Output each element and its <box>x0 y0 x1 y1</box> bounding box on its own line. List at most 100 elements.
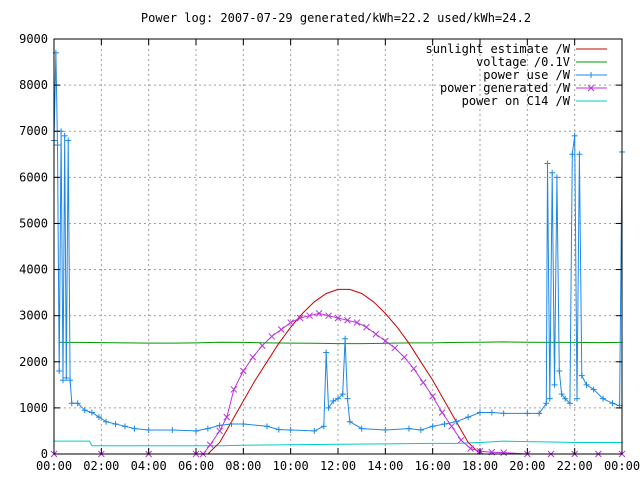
x-tick-label: 20:00 <box>509 459 545 473</box>
series-line <box>207 288 481 455</box>
data-point <box>325 312 332 320</box>
x-tick-label: 18:00 <box>462 459 498 473</box>
data-point <box>346 418 353 425</box>
y-tick-label: 9000 <box>19 32 48 46</box>
data-point <box>576 151 583 158</box>
legend-label: sunlight estimate /W <box>426 42 571 56</box>
data-point <box>556 368 563 374</box>
data-point <box>477 409 483 416</box>
data-point <box>372 330 380 338</box>
data-point <box>590 386 597 393</box>
data-point <box>566 400 573 407</box>
data-point <box>553 174 560 181</box>
data-point <box>56 368 63 374</box>
data-point <box>264 423 270 430</box>
legend-label: power use /W <box>483 68 570 82</box>
data-point <box>448 422 455 430</box>
data-point <box>63 374 70 381</box>
data-point <box>546 395 553 402</box>
y-tick-label: 2000 <box>19 355 48 369</box>
data-point <box>88 409 95 416</box>
data-point <box>228 421 235 428</box>
data-point <box>500 410 507 417</box>
data-point <box>441 421 448 428</box>
data-point <box>287 427 294 434</box>
data-point <box>169 427 176 434</box>
data-point <box>193 427 199 434</box>
data-point <box>382 427 389 434</box>
data-point <box>306 312 313 320</box>
data-point <box>400 353 408 361</box>
data-point <box>578 372 585 379</box>
x-tick-label: 10:00 <box>273 459 309 473</box>
data-point <box>549 169 556 176</box>
series-power-generated-w <box>50 310 626 458</box>
legend-label: power on C14 /W <box>462 94 571 108</box>
y-tick-label: 5000 <box>19 216 48 230</box>
data-point <box>417 427 424 434</box>
data-point <box>240 421 247 428</box>
data-point <box>358 425 365 432</box>
data-point <box>524 410 531 417</box>
legend-marker <box>587 84 595 92</box>
x-tick-label: 00:00 <box>36 459 72 473</box>
data-point <box>363 323 370 331</box>
y-tick-label: 8000 <box>19 78 48 92</box>
series-line <box>54 312 622 455</box>
data-point <box>571 132 578 139</box>
data-point <box>206 441 214 449</box>
x-tick-label: 02:00 <box>83 459 119 473</box>
data-point <box>406 425 412 432</box>
data-point <box>315 310 323 317</box>
data-point <box>131 425 138 432</box>
data-point <box>381 337 389 345</box>
data-point <box>342 335 349 342</box>
data-point <box>59 377 66 384</box>
data-point <box>334 314 342 322</box>
data-point <box>558 391 565 398</box>
series-line <box>58 341 623 345</box>
data-point <box>258 342 266 349</box>
data-point <box>410 365 418 373</box>
data-point <box>353 319 361 326</box>
y-tick-label: 4000 <box>19 263 48 277</box>
data-point <box>122 423 128 430</box>
data-point <box>335 395 341 402</box>
data-point <box>145 427 152 434</box>
data-point <box>488 409 495 416</box>
data-point <box>429 393 437 400</box>
data-point <box>311 427 318 434</box>
data-point <box>536 410 543 417</box>
data-point <box>429 423 436 430</box>
series-power-use-w <box>51 49 625 434</box>
data-point <box>457 436 465 444</box>
data-point <box>600 395 607 402</box>
grid-layer <box>54 39 622 454</box>
data-point <box>54 142 61 149</box>
data-point <box>419 379 427 386</box>
series-sunlight-estimate-w <box>207 288 481 455</box>
data-point <box>320 423 327 430</box>
data-point <box>453 418 460 425</box>
data-point <box>95 414 102 421</box>
data-point <box>74 400 81 407</box>
data-point <box>583 381 590 388</box>
series-layer <box>50 49 626 458</box>
data-point <box>67 377 74 384</box>
x-tick-label: 22:00 <box>557 459 593 473</box>
y-tick-label: 6000 <box>19 170 48 184</box>
data-point <box>216 422 223 429</box>
x-tick-label: 00:00 <box>604 459 640 473</box>
data-point <box>204 425 211 432</box>
data-point <box>223 413 231 421</box>
data-point <box>103 418 110 425</box>
data-point <box>438 409 446 416</box>
data-point <box>323 349 330 356</box>
data-point <box>61 132 68 139</box>
x-tick-label: 06:00 <box>178 459 214 473</box>
data-point <box>275 426 282 433</box>
y-tick-label: 1000 <box>19 401 48 415</box>
data-point <box>543 400 550 407</box>
chart-title: Power log: 2007-07-29 generated/kWh=22.2… <box>141 11 531 25</box>
